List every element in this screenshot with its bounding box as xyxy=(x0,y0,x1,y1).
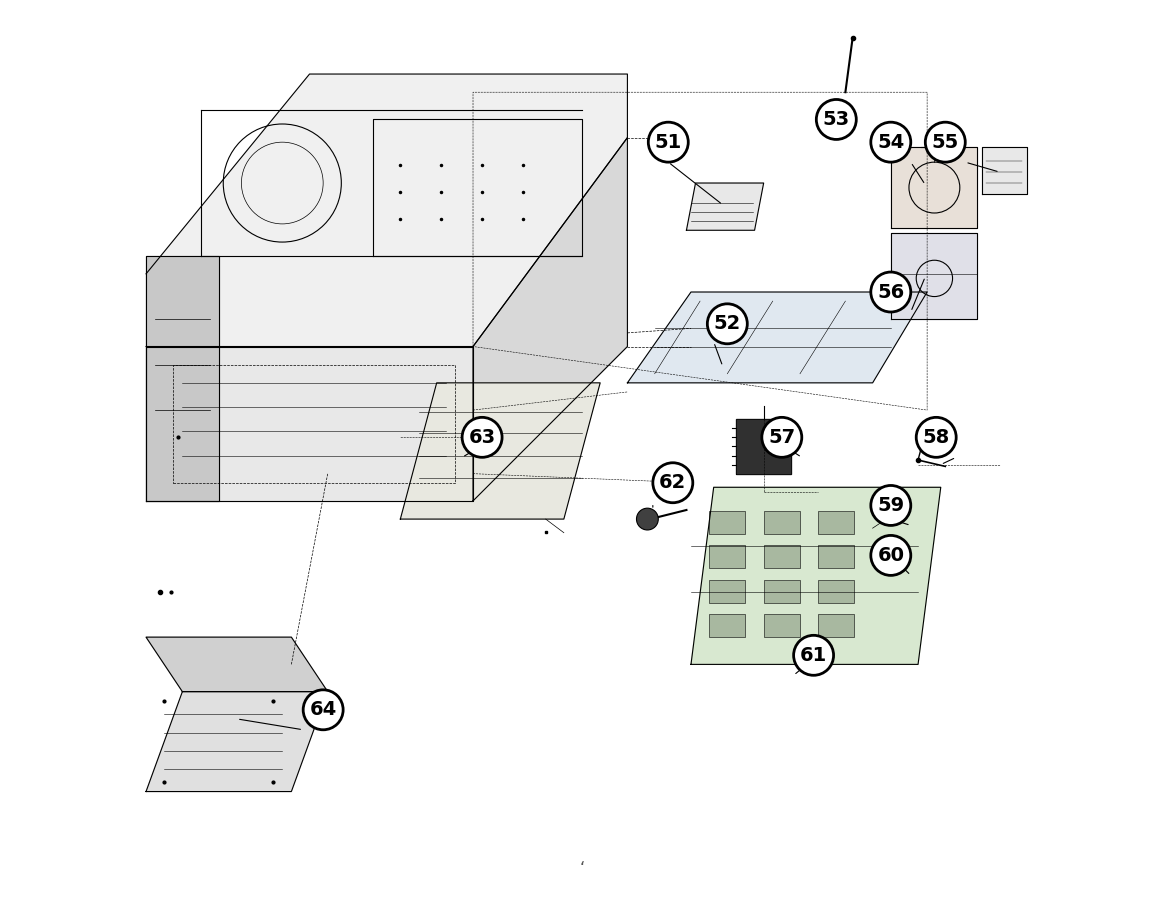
Text: 57: 57 xyxy=(768,428,795,446)
Text: 62: 62 xyxy=(659,473,687,492)
Bar xyxy=(764,511,800,534)
Text: 64: 64 xyxy=(310,701,336,720)
Text: 58: 58 xyxy=(923,428,950,446)
Polygon shape xyxy=(890,147,977,229)
Circle shape xyxy=(794,635,833,675)
Bar xyxy=(709,511,745,534)
Text: 51: 51 xyxy=(654,133,682,151)
Polygon shape xyxy=(146,74,627,346)
Bar xyxy=(818,511,854,534)
Circle shape xyxy=(653,463,693,503)
Polygon shape xyxy=(890,233,977,319)
Text: ‘: ‘ xyxy=(580,860,584,877)
Text: 59: 59 xyxy=(878,496,904,515)
Polygon shape xyxy=(627,292,927,383)
Circle shape xyxy=(303,690,343,730)
Text: 54: 54 xyxy=(878,133,904,151)
Text: 53: 53 xyxy=(823,110,850,129)
Polygon shape xyxy=(146,691,328,792)
Polygon shape xyxy=(146,346,473,501)
Bar xyxy=(818,546,854,568)
Bar xyxy=(818,580,854,603)
Bar xyxy=(709,614,745,637)
Polygon shape xyxy=(473,138,627,501)
Bar xyxy=(709,580,745,603)
Text: 56: 56 xyxy=(878,282,904,302)
Polygon shape xyxy=(737,419,790,474)
Polygon shape xyxy=(691,487,941,664)
Text: 61: 61 xyxy=(800,646,828,665)
Circle shape xyxy=(708,304,747,343)
Circle shape xyxy=(916,417,956,457)
Text: 55: 55 xyxy=(931,133,959,151)
Bar xyxy=(764,546,800,568)
Polygon shape xyxy=(981,147,1027,194)
Polygon shape xyxy=(146,637,328,691)
Polygon shape xyxy=(400,383,601,519)
Circle shape xyxy=(816,99,857,139)
Polygon shape xyxy=(687,183,764,230)
Bar xyxy=(764,580,800,603)
Circle shape xyxy=(462,417,502,457)
Bar xyxy=(764,614,800,637)
Circle shape xyxy=(925,122,965,162)
Text: 52: 52 xyxy=(714,314,741,333)
Bar xyxy=(818,614,854,637)
Circle shape xyxy=(871,272,910,312)
Circle shape xyxy=(871,486,910,526)
Circle shape xyxy=(871,122,910,162)
Circle shape xyxy=(648,122,688,162)
Bar xyxy=(709,546,745,568)
Text: 60: 60 xyxy=(878,546,904,565)
Polygon shape xyxy=(146,256,219,501)
Circle shape xyxy=(871,536,910,576)
Circle shape xyxy=(761,417,802,457)
Circle shape xyxy=(637,508,659,530)
Text: 63: 63 xyxy=(469,428,496,446)
